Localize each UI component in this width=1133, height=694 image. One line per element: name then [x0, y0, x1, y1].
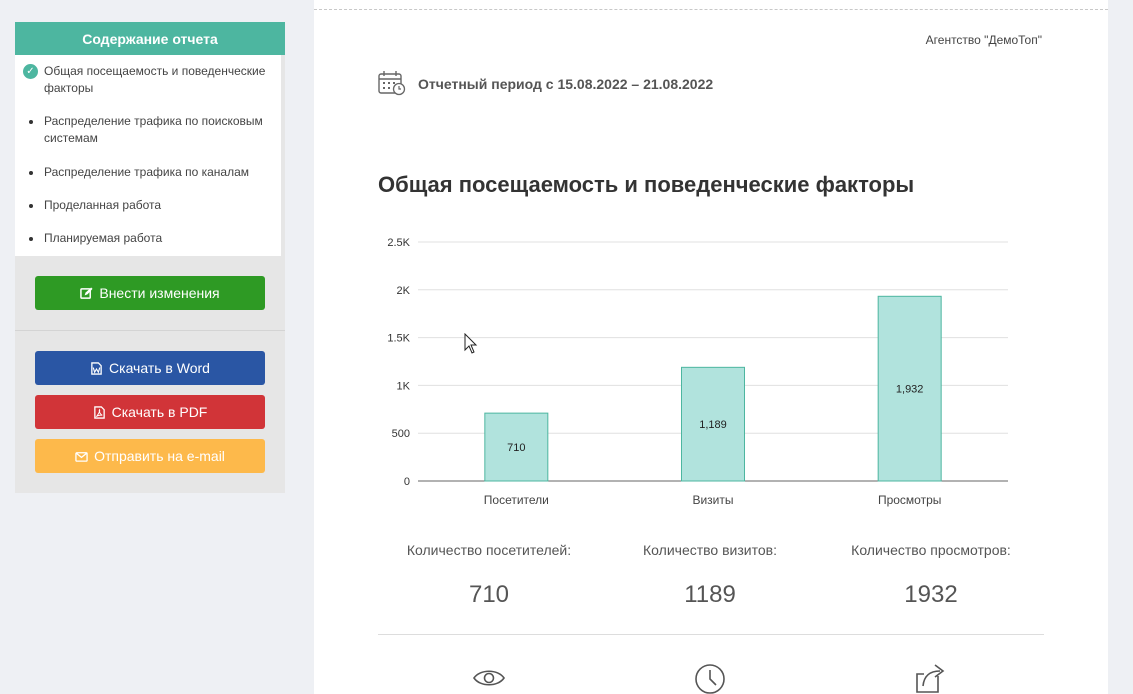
y-tick-label: 1K	[397, 380, 411, 392]
report-period: Отчетный период с 15.08.2022 – 21.08.202…	[418, 76, 714, 92]
report-sidebar: Содержание отчета ✓ Общая посещаемость и…	[15, 22, 285, 493]
toc-item-traffic[interactable]: ✓ Общая посещаемость и поведенческие фак…	[15, 63, 281, 113]
bar	[877, 295, 942, 482]
stats-divider	[378, 634, 1044, 635]
toc-item-label: Планируемая работа	[44, 231, 163, 245]
toc-item-label: Распределение трафика по каналам	[44, 165, 250, 179]
y-tick-label: 500	[392, 428, 410, 440]
download-pdf-label: Скачать в PDF	[111, 404, 208, 420]
traffic-bar-chart: 0 500 1K 1.5K 2K 2.5K 710 Посетители 1,189 Визиты…	[387, 237, 1008, 507]
y-tick-label: 0	[404, 476, 410, 488]
bullet-icon	[29, 204, 33, 208]
dashed-divider	[314, 9, 1108, 10]
bar	[484, 412, 549, 482]
share-icon	[916, 664, 945, 693]
toc-item-done-work[interactable]: Проделанная работа	[15, 197, 281, 230]
data-label: 1,189	[699, 419, 727, 431]
stat-value: 1932	[904, 581, 958, 608]
edit-icon	[80, 286, 93, 299]
word-icon	[91, 361, 102, 375]
toc-title: Содержание отчета	[15, 22, 285, 55]
edit-button-label: Внести изменения	[99, 285, 220, 301]
check-icon: ✓	[23, 64, 38, 79]
mouse-cursor-icon	[464, 333, 478, 354]
stat-pageviews: Количество просмотров: 1932	[831, 542, 1031, 609]
pdf-icon	[93, 405, 105, 419]
download-word-button[interactable]: Скачать в Word	[35, 351, 265, 385]
category-label: Визиты	[692, 493, 733, 507]
toc-item-label: Общая посещаемость и поведенческие факто…	[44, 64, 266, 95]
y-tick-label: 1.5K	[387, 333, 410, 345]
download-pdf-button[interactable]: Скачать в PDF	[35, 395, 265, 429]
toc-item-label: Проделанная работа	[44, 198, 162, 212]
download-word-label: Скачать в Word	[109, 360, 210, 376]
stat-label: Количество посетителей:	[406, 542, 572, 558]
y-tick-label: 2K	[397, 285, 411, 297]
data-label: 710	[507, 442, 525, 454]
clock-icon	[695, 664, 725, 694]
eye-icon	[473, 670, 505, 686]
stat-visits: Количество визитов: 1189	[610, 542, 810, 609]
stat-label: Количество визитов:	[643, 542, 777, 558]
y-tick-label: 2.5K	[387, 237, 410, 249]
toc-item-planned-work[interactable]: Планируемая работа	[15, 230, 281, 255]
stat-value: 1189	[684, 581, 736, 608]
toc-item-channels[interactable]: Распределение трафика по каналам	[15, 164, 281, 197]
stat-value: 710	[468, 581, 510, 608]
toc-list: ✓ Общая посещаемость и поведенческие фак…	[15, 55, 281, 256]
stat-label: Количество просмотров:	[851, 542, 1011, 558]
category-label: Просмотры	[878, 493, 941, 507]
report-main: Агентство "ДемоТоп" Отчетный период с 15…	[314, 0, 1108, 694]
category-label: Посетители	[484, 493, 549, 507]
bar	[681, 366, 745, 482]
agency-name: Агентство "ДемоТоп"	[925, 33, 1042, 47]
calendar-icon	[378, 71, 406, 96]
bullet-icon	[29, 237, 33, 241]
toc-item-search-engines[interactable]: Распределение трафика по поисковым систе…	[15, 113, 281, 164]
send-email-label: Отправить на e-mail	[94, 448, 225, 464]
section-title: Общая посещаемость и поведенческие факто…	[378, 172, 915, 197]
toc-item-label: Распределение трафика по поисковым систе…	[44, 114, 263, 145]
data-label: 1,932	[896, 384, 924, 396]
envelope-icon	[75, 451, 88, 462]
bullet-icon	[29, 171, 33, 175]
edit-button[interactable]: Внести изменения	[35, 276, 265, 310]
stat-visitors: Количество посетителей: 710	[389, 542, 589, 609]
send-email-button[interactable]: Отправить на e-mail	[35, 439, 265, 473]
sidebar-divider	[15, 330, 285, 331]
bullet-icon	[29, 120, 33, 124]
